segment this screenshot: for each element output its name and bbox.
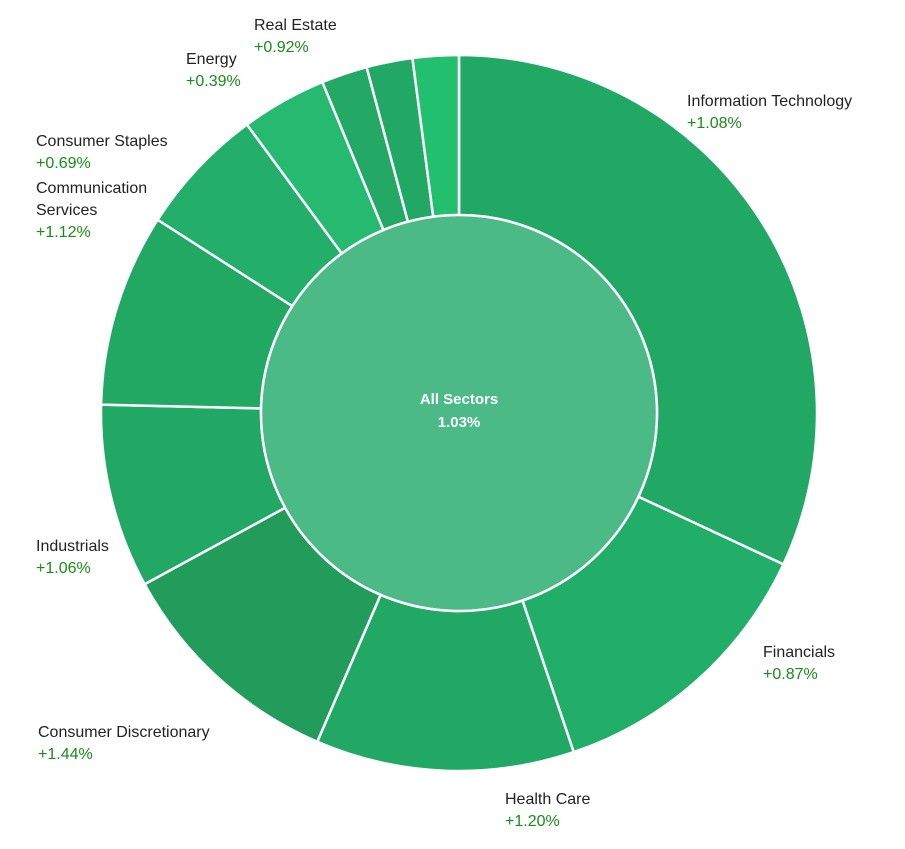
- sector-change: +0.87%: [763, 666, 818, 683]
- center-value: 1.03%: [437, 414, 481, 431]
- sector-name: Information Technology: [687, 93, 853, 110]
- sector-change: +1.44%: [38, 746, 93, 763]
- sector-change: +0.69%: [36, 155, 91, 172]
- sector-name: Real Estate: [254, 17, 337, 34]
- sector-name: Communication Services: [36, 180, 148, 219]
- sector-change: +1.20%: [505, 813, 560, 830]
- sector-name: Financials: [763, 644, 836, 661]
- label-consumer-discretionary: Consumer Discretionary +1.44%: [38, 722, 210, 766]
- label-industrials: Industrials +1.06%: [36, 536, 109, 580]
- sector-name: Industrials: [36, 538, 109, 555]
- sector-change: +1.06%: [36, 560, 91, 577]
- sector-name: Energy: [186, 51, 237, 68]
- sector-change: +1.12%: [36, 224, 91, 241]
- sector-change: +0.39%: [186, 73, 241, 90]
- sector-name: Consumer Discretionary: [38, 724, 210, 741]
- label-health-care: Health Care +1.20%: [505, 789, 590, 833]
- sector-name: Consumer Staples: [36, 133, 168, 150]
- center-label[interactable]: All Sectors 1.03%: [359, 388, 559, 434]
- center-circle-all-sectors[interactable]: [259, 213, 659, 613]
- sector-name: Health Care: [505, 791, 591, 808]
- sector-change: +0.92%: [254, 39, 309, 56]
- label-consumer-staples: Consumer Staples +0.69%: [36, 131, 168, 175]
- sector-change: +1.08%: [687, 115, 742, 132]
- label-communication-services: Communication Services +1.12%: [36, 178, 176, 244]
- label-real-estate: Real Estate +0.92%: [254, 15, 337, 59]
- label-energy: Energy +0.39%: [186, 49, 241, 93]
- label-information-technology: Information Technology +1.08%: [687, 91, 852, 135]
- label-financials: Financials +0.87%: [763, 642, 835, 686]
- center-name: All Sectors: [419, 391, 499, 408]
